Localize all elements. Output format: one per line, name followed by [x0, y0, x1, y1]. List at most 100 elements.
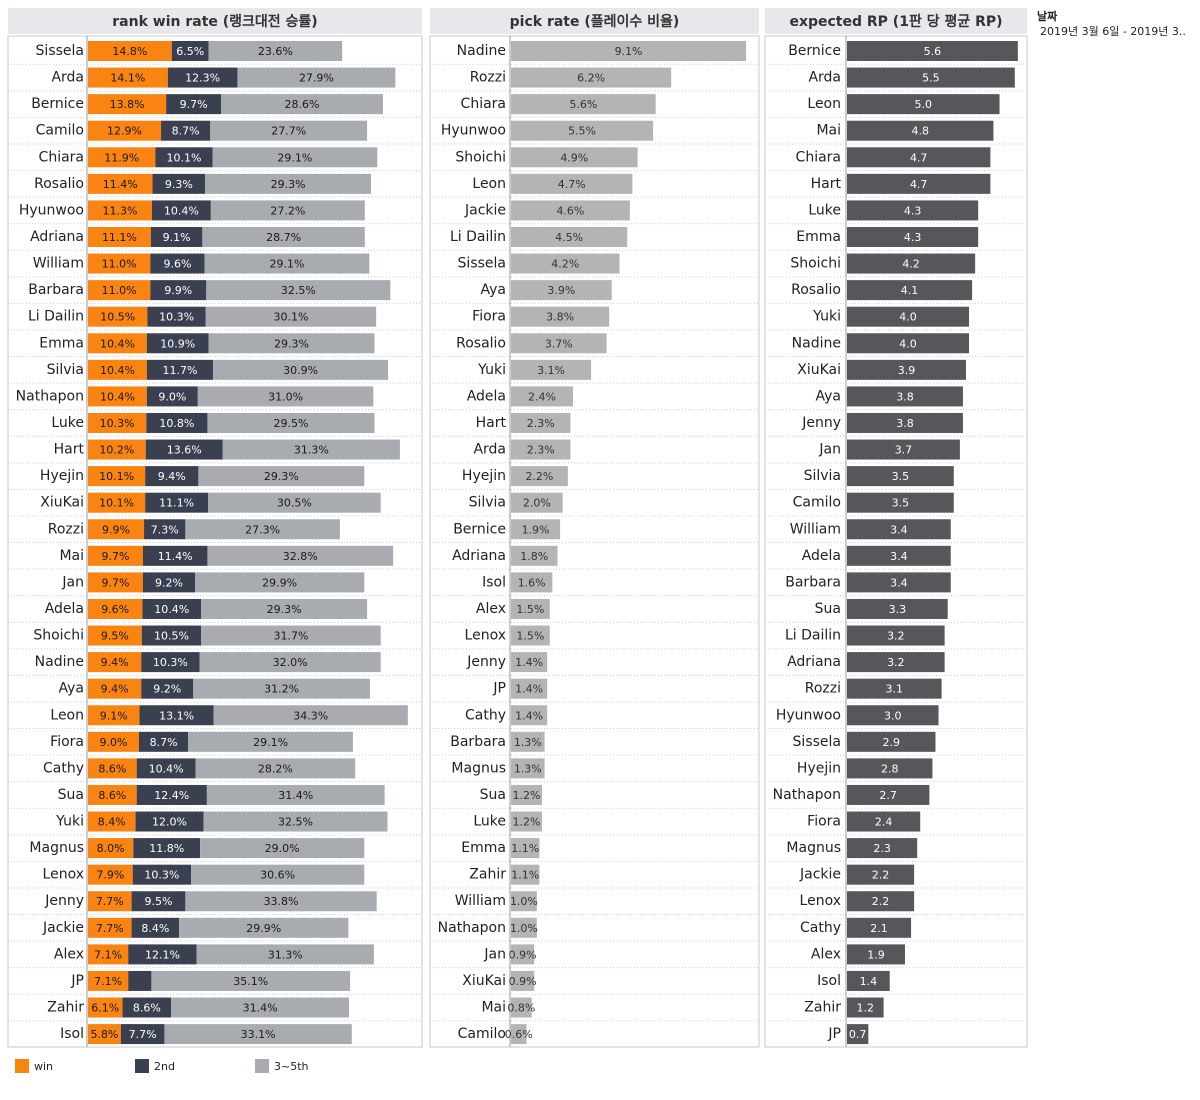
bar — [200, 838, 365, 859]
category-label: Silvia — [47, 362, 84, 378]
value-label: 9.5% — [101, 630, 129, 643]
bar — [847, 944, 905, 965]
bar — [88, 120, 162, 141]
value-label: 1.2% — [513, 789, 541, 802]
bar — [88, 652, 142, 673]
category-label: Bernice — [788, 43, 841, 59]
category-label: Adriana — [452, 548, 506, 564]
category-label: Nathapon — [773, 787, 841, 803]
value-label: 13.8% — [110, 98, 145, 111]
bar — [144, 519, 186, 540]
bar — [847, 917, 912, 938]
bar — [201, 625, 381, 646]
value-label: 1.9 — [867, 948, 885, 961]
category-label: Jenny — [466, 654, 506, 670]
bar — [88, 705, 140, 726]
bar — [145, 492, 209, 513]
category-label: Silvia — [804, 468, 841, 484]
category-label: Jenny — [44, 893, 84, 909]
category-label: Sua — [480, 787, 506, 803]
category-label: Aya — [816, 388, 842, 404]
value-label: 33.1% — [241, 1028, 276, 1041]
bar — [88, 226, 151, 247]
bar — [88, 678, 142, 699]
category-label: Yuki — [477, 362, 506, 378]
category-label: Camilo — [458, 1026, 506, 1042]
bar — [198, 466, 365, 487]
value-label: 1.3% — [514, 762, 542, 775]
bar — [120, 1024, 165, 1045]
title-band — [430, 8, 759, 34]
value-label: 10.3% — [153, 656, 188, 669]
bar — [511, 1024, 527, 1045]
bar — [511, 439, 571, 460]
bar — [511, 253, 620, 274]
value-label: 4.5% — [555, 231, 583, 244]
category-label: Hyunwoo — [776, 707, 841, 723]
bar — [511, 731, 545, 752]
bar — [511, 173, 633, 194]
bar — [511, 705, 548, 726]
value-label: 3.4 — [890, 576, 908, 589]
category-label: Rozzi — [48, 521, 84, 537]
value-label: 11.8% — [149, 842, 184, 855]
bar — [511, 94, 656, 115]
category-label: Adriana — [30, 229, 84, 245]
category-label: Lenox — [43, 867, 84, 883]
category-label: Adela — [802, 548, 841, 564]
bar — [141, 625, 202, 646]
category-label: William — [33, 256, 84, 272]
bar — [208, 41, 343, 61]
bar — [511, 758, 545, 779]
bar — [88, 997, 123, 1018]
bar — [88, 944, 129, 965]
bar — [511, 784, 542, 805]
value-label: 5.6% — [569, 98, 597, 111]
value-label: 11.7% — [163, 364, 198, 377]
bar — [88, 466, 146, 487]
value-label: 9.9% — [102, 523, 130, 536]
value-label: 3.8 — [896, 390, 914, 403]
bar — [188, 731, 353, 752]
category-label: Hyejin — [797, 760, 841, 776]
value-label: 11.1% — [102, 231, 137, 244]
value-label: 2.4% — [528, 390, 556, 403]
category-label: Zahir — [47, 1000, 84, 1016]
category-label: Lenox — [800, 893, 841, 909]
value-label: 12.9% — [107, 125, 142, 138]
bar — [847, 41, 1018, 61]
category-label: Hart — [54, 442, 85, 458]
bar — [847, 598, 948, 619]
bar — [145, 466, 199, 487]
value-label: 12.1% — [145, 948, 180, 961]
value-label: 3.2 — [887, 630, 905, 643]
value-label: 30.9% — [283, 364, 318, 377]
legend-label: 2nd — [154, 1060, 175, 1073]
bar — [213, 705, 408, 726]
value-label: 11.1% — [159, 497, 194, 510]
category-label: Chiara — [461, 96, 506, 112]
category-label: Fiora — [807, 814, 841, 830]
bar — [88, 253, 151, 274]
filter-value[interactable]: 2019년 3월 6일 - 2019년 3.. — [1040, 24, 1186, 38]
value-label: 10.5% — [100, 311, 135, 324]
value-label: 7.1% — [94, 975, 122, 988]
bar — [171, 41, 209, 61]
value-label: 8.7% — [150, 736, 178, 749]
value-label: 9.3% — [165, 178, 193, 191]
legend-label: 3~5th — [274, 1060, 309, 1073]
value-label: 3.2 — [887, 656, 905, 669]
bar — [88, 359, 147, 380]
category-label: Magnus — [451, 760, 506, 776]
bar — [511, 625, 550, 646]
bar — [194, 572, 365, 593]
category-label: Cathy — [43, 760, 84, 776]
value-label: 1.0% — [510, 895, 538, 908]
value-label: 2.1 — [870, 922, 888, 935]
value-label: 31.4% — [278, 789, 313, 802]
bar — [511, 970, 535, 991]
value-label: 10.3% — [159, 311, 194, 324]
category-label: Adriana — [787, 654, 841, 670]
category-label: Aya — [59, 681, 85, 697]
